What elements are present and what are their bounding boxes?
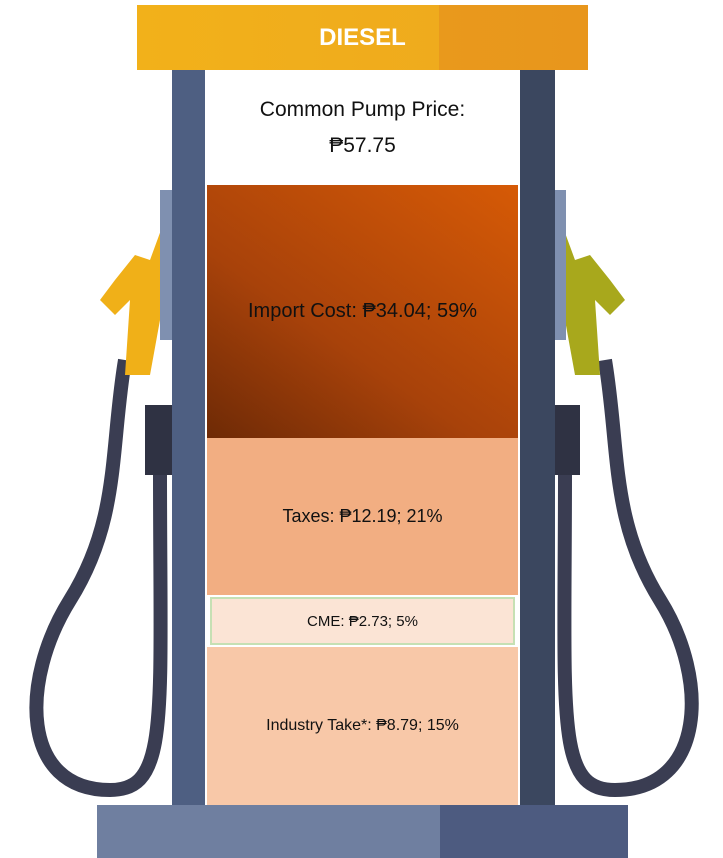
page: {"sign": "DIESEL", "price": {"label": "C… xyxy=(0,0,723,858)
base xyxy=(440,805,628,858)
base xyxy=(97,805,440,858)
nozzle-mount xyxy=(160,190,174,340)
price-label: Common Pump Price: xyxy=(260,92,465,128)
price-panel: Common Pump Price: ₱57.75 xyxy=(205,70,520,185)
column xyxy=(172,70,205,805)
column xyxy=(520,70,555,805)
price-value: ₱57.75 xyxy=(329,128,396,164)
segment: Taxes: ₱12.19; 21% xyxy=(207,438,518,595)
sign-text: DIESEL xyxy=(137,5,588,70)
holder xyxy=(145,405,175,475)
hose xyxy=(564,360,691,790)
segment: Import Cost: ₱34.04; 59% xyxy=(207,185,518,438)
segment: Industry Take*: ₱8.79; 15% xyxy=(207,647,518,805)
hose xyxy=(36,360,160,790)
segment: CME: ₱2.73; 5% xyxy=(210,597,515,645)
